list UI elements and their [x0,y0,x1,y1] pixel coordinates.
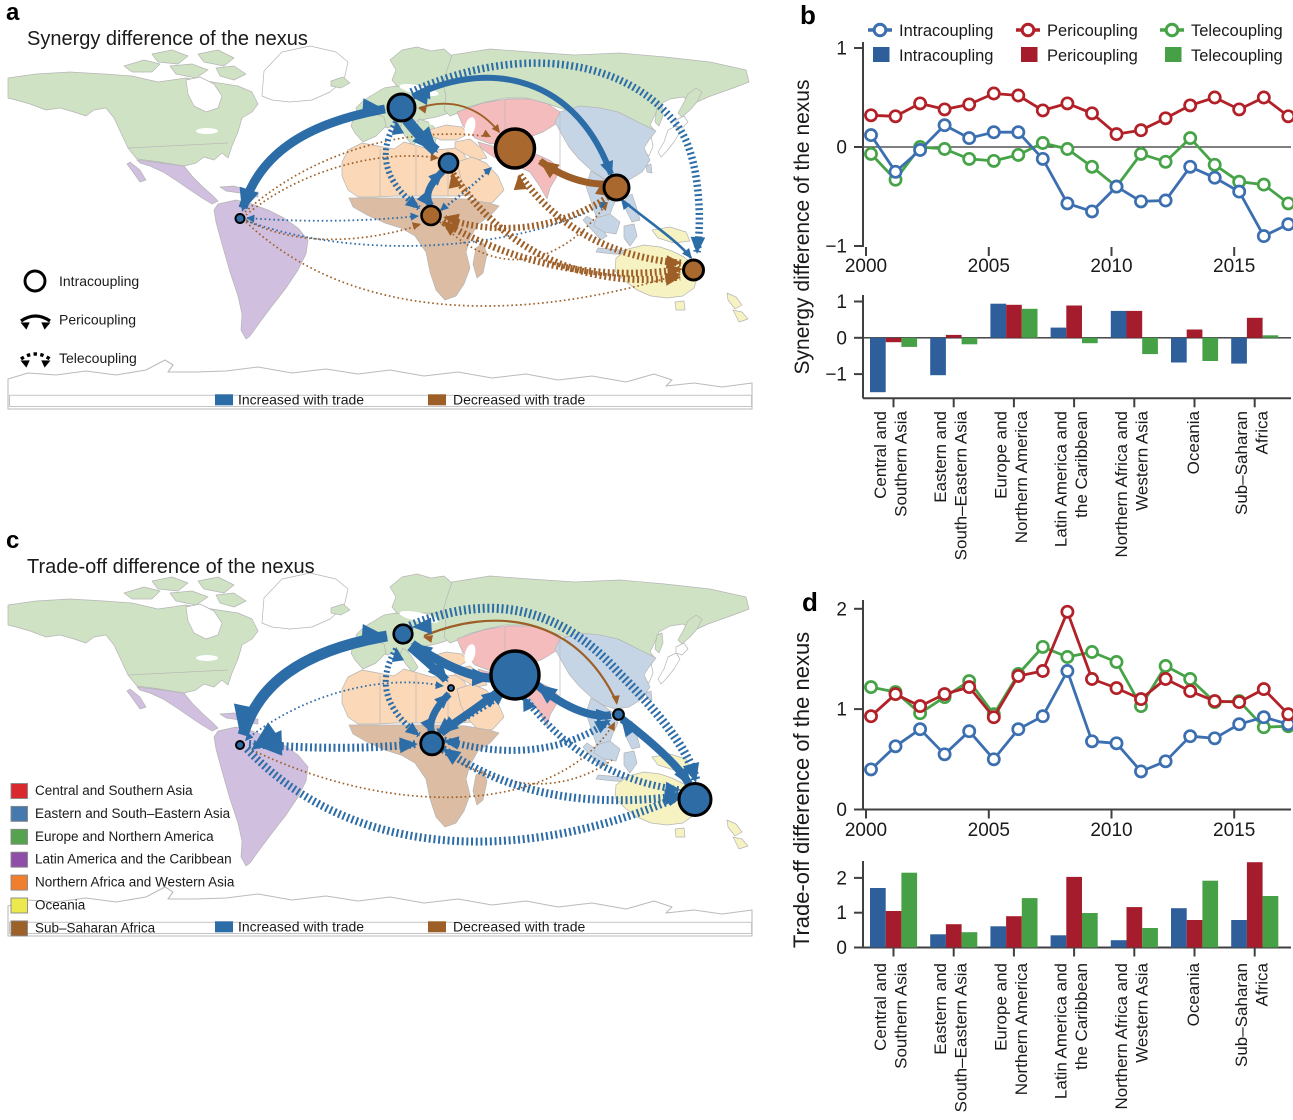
svg-text:Oceania: Oceania [1184,962,1203,1026]
svg-text:Telecoupling: Telecoupling [1191,47,1283,65]
svg-text:2010: 2010 [1090,820,1132,841]
svg-text:Synergy difference of the nexu: Synergy difference of the nexus [27,28,308,50]
svg-text:Decreased with trade: Decreased with trade [453,392,586,408]
svg-text:Southern Asia: Southern Asia [892,962,911,1068]
svg-text:Sub–Saharan Africa: Sub–Saharan Africa [35,920,156,935]
svg-text:Northern Africa and: Northern Africa and [1112,411,1131,557]
svg-text:0: 0 [836,138,847,159]
svg-text:Intracoupling: Intracoupling [899,22,993,40]
svg-text:2005: 2005 [968,256,1010,277]
svg-text:Northern Africa and Western As: Northern Africa and Western Asia [35,875,235,890]
svg-text:Latin America and: Latin America and [1052,963,1071,1099]
svg-text:1: 1 [836,903,847,924]
svg-text:Decreased with trade: Decreased with trade [453,919,586,935]
svg-text:2: 2 [836,599,847,620]
svg-text:South–Eastern Asia: South–Eastern Asia [952,962,971,1112]
svg-text:Southern Asia: Southern Asia [892,410,911,516]
svg-text:Telecoupling: Telecoupling [1191,22,1283,40]
svg-text:a: a [6,0,20,26]
svg-text:−1: −1 [825,237,847,258]
svg-text:Western Asia: Western Asia [1132,410,1151,510]
svg-text:1: 1 [836,39,847,60]
svg-text:c: c [6,527,19,554]
svg-text:Trade-off difference of the ne: Trade-off difference of the nexus [27,556,315,578]
svg-text:Northern Africa and: Northern Africa and [1112,963,1131,1109]
svg-text:−1: −1 [825,365,847,386]
svg-text:Pericoupling: Pericoupling [59,312,136,328]
svg-text:Pericoupling: Pericoupling [1047,22,1138,40]
svg-text:Sub–Saharan: Sub–Saharan [1232,963,1251,1067]
svg-text:Oceania: Oceania [35,898,86,913]
svg-text:the Caribbean: the Caribbean [1072,411,1091,518]
svg-text:0: 0 [836,938,847,959]
svg-text:Central and Southern Asia: Central and Southern Asia [35,783,193,798]
svg-text:0: 0 [836,800,847,821]
svg-text:d: d [802,587,818,617]
svg-text:2015: 2015 [1213,256,1255,277]
svg-text:b: b [800,0,816,30]
svg-text:Increased with trade: Increased with trade [238,392,364,408]
svg-text:Intracoupling: Intracoupling [59,273,139,289]
svg-text:Northern America: Northern America [1012,410,1031,543]
svg-text:Eastern and: Eastern and [931,411,950,503]
svg-text:1: 1 [836,292,847,313]
svg-text:2010: 2010 [1090,256,1132,277]
svg-text:Europe and Northern America: Europe and Northern America [35,829,214,844]
svg-text:Eastern and: Eastern and [931,963,950,1055]
svg-text:Africa: Africa [1253,962,1272,1006]
svg-text:2015: 2015 [1213,820,1255,841]
svg-text:0: 0 [836,328,847,349]
svg-text:Northern America: Northern America [1012,962,1031,1095]
svg-text:Latin America and the Caribbea: Latin America and the Caribbean [35,852,232,867]
svg-text:2000: 2000 [845,256,887,277]
svg-text:Africa: Africa [1253,410,1272,454]
svg-text:Western Asia: Western Asia [1132,962,1151,1062]
svg-text:Oceania: Oceania [1184,410,1203,474]
svg-text:1: 1 [836,700,847,721]
svg-text:South–Eastern Asia: South–Eastern Asia [952,410,971,560]
svg-text:Synergy difference of the nexu: Synergy difference of the nexus [791,80,814,375]
svg-text:Central and: Central and [871,411,890,499]
svg-text:Sub–Saharan: Sub–Saharan [1232,411,1251,515]
svg-text:Trade-off difference of the ne: Trade-off difference of the nexus [789,632,814,948]
svg-text:the Caribbean: the Caribbean [1072,963,1091,1070]
svg-text:2000: 2000 [845,820,887,841]
svg-text:Increased with trade: Increased with trade [238,919,364,935]
svg-text:2005: 2005 [968,820,1010,841]
svg-text:Europe and: Europe and [991,963,1010,1051]
svg-text:Telecoupling: Telecoupling [59,350,137,366]
svg-text:Europe and: Europe and [991,411,1010,499]
svg-text:Intracoupling: Intracoupling [899,47,993,65]
svg-text:Pericoupling: Pericoupling [1047,47,1138,65]
svg-text:Eastern and South–Eastern Asia: Eastern and South–Eastern Asia [35,806,231,821]
svg-text:Central and: Central and [871,963,890,1051]
svg-text:Latin America and: Latin America and [1052,411,1071,547]
svg-text:2: 2 [836,868,847,889]
